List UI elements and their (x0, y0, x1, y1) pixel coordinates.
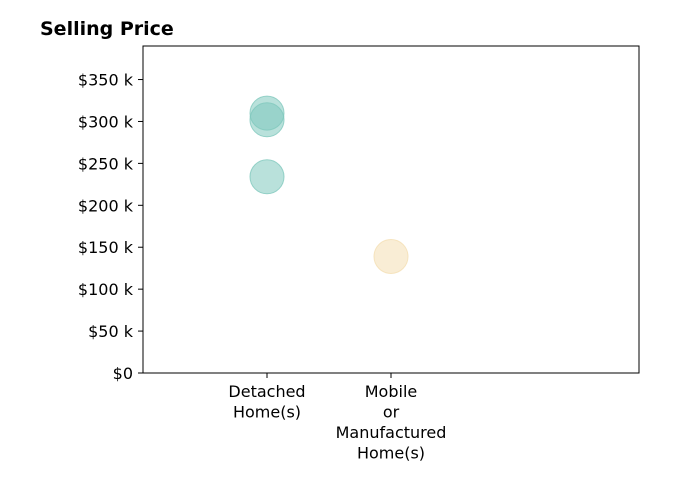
x-axis: Detached Home(s) Mobile or Manufactured Home(… (228, 373, 446, 463)
chart-title: Selling Price (40, 18, 174, 40)
y-tick-label: $350 k (78, 71, 134, 90)
y-tick-label: $150 k (78, 238, 134, 257)
data-points (249, 95, 409, 274)
x-tick-label: Mobile or Manufactured Home(s) (336, 382, 447, 463)
y-tick-label: $50 k (88, 322, 134, 341)
data-point (249, 159, 285, 195)
y-tick-label: $200 k (78, 196, 134, 215)
data-point (373, 238, 409, 274)
y-tick-label: $100 k (78, 280, 134, 299)
y-tick-label: $0 (113, 364, 133, 383)
y-tick-label: $250 k (78, 154, 134, 173)
y-tick-label: $300 k (78, 112, 134, 131)
x-tick-label: Detached Home(s) (228, 382, 305, 422)
data-point (249, 102, 285, 138)
plot-area (142, 45, 640, 374)
y-axis: $0 $50 k $100 k $150 k $200 k $250 k $300 k $35… (78, 71, 143, 383)
